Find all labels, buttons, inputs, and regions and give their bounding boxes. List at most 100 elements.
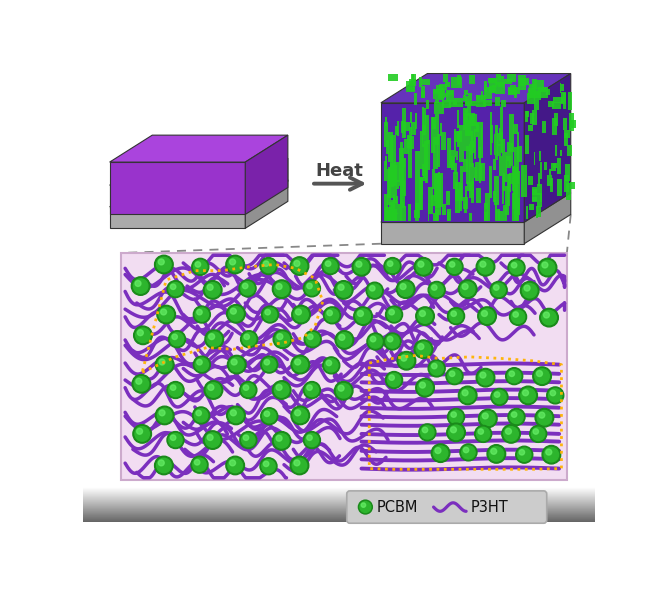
Polygon shape — [407, 80, 415, 92]
Polygon shape — [464, 203, 467, 212]
Circle shape — [477, 427, 490, 440]
Circle shape — [170, 435, 176, 440]
Polygon shape — [422, 145, 426, 172]
Circle shape — [542, 445, 561, 464]
Polygon shape — [446, 90, 454, 101]
Polygon shape — [485, 193, 488, 209]
Circle shape — [170, 385, 176, 391]
Circle shape — [523, 283, 537, 298]
Circle shape — [306, 383, 319, 397]
Polygon shape — [550, 178, 553, 192]
Polygon shape — [422, 164, 427, 176]
Circle shape — [509, 371, 515, 376]
Polygon shape — [471, 181, 475, 203]
Polygon shape — [504, 79, 512, 84]
Polygon shape — [381, 103, 524, 222]
Circle shape — [447, 423, 465, 442]
Circle shape — [399, 282, 413, 296]
Circle shape — [449, 410, 463, 424]
Polygon shape — [436, 194, 438, 221]
Polygon shape — [443, 74, 447, 82]
Polygon shape — [426, 140, 430, 170]
Circle shape — [155, 406, 174, 425]
Polygon shape — [447, 91, 453, 95]
Polygon shape — [570, 182, 575, 189]
FancyBboxPatch shape — [346, 491, 546, 523]
Circle shape — [451, 427, 457, 433]
Circle shape — [306, 282, 319, 295]
Polygon shape — [463, 158, 467, 172]
Circle shape — [133, 279, 148, 293]
Circle shape — [541, 260, 555, 275]
Circle shape — [265, 310, 271, 315]
Polygon shape — [490, 128, 492, 155]
Circle shape — [512, 412, 517, 417]
Polygon shape — [531, 197, 537, 202]
Polygon shape — [447, 209, 451, 221]
FancyBboxPatch shape — [121, 253, 567, 480]
Polygon shape — [547, 175, 552, 185]
Circle shape — [167, 431, 184, 449]
Polygon shape — [530, 113, 535, 124]
Polygon shape — [518, 85, 527, 90]
Circle shape — [191, 456, 208, 473]
Circle shape — [521, 388, 535, 403]
Polygon shape — [469, 144, 473, 155]
Polygon shape — [548, 101, 554, 107]
Circle shape — [264, 359, 270, 365]
Polygon shape — [453, 100, 457, 104]
Polygon shape — [412, 74, 416, 83]
Polygon shape — [414, 93, 417, 105]
Circle shape — [195, 262, 201, 267]
Polygon shape — [496, 209, 500, 221]
Circle shape — [230, 410, 236, 416]
Polygon shape — [542, 121, 546, 133]
Circle shape — [170, 332, 183, 346]
Circle shape — [134, 377, 148, 391]
Polygon shape — [484, 85, 487, 91]
Circle shape — [273, 330, 292, 349]
Circle shape — [352, 257, 371, 276]
Circle shape — [491, 388, 508, 406]
Polygon shape — [423, 169, 424, 178]
Circle shape — [296, 309, 302, 315]
Polygon shape — [569, 113, 574, 131]
Polygon shape — [459, 125, 463, 162]
Polygon shape — [524, 74, 571, 222]
Circle shape — [462, 390, 468, 396]
Polygon shape — [496, 133, 501, 146]
Circle shape — [513, 312, 518, 317]
Circle shape — [448, 260, 461, 274]
Polygon shape — [381, 74, 571, 103]
Circle shape — [339, 334, 345, 340]
Polygon shape — [442, 100, 451, 109]
Circle shape — [133, 425, 152, 443]
Polygon shape — [393, 213, 396, 221]
Polygon shape — [490, 125, 493, 143]
Circle shape — [535, 369, 549, 383]
Circle shape — [304, 280, 320, 297]
Polygon shape — [460, 166, 463, 201]
Circle shape — [192, 259, 209, 275]
Polygon shape — [400, 142, 403, 178]
Polygon shape — [403, 158, 406, 196]
Circle shape — [275, 282, 289, 296]
Circle shape — [543, 312, 549, 318]
Circle shape — [277, 334, 283, 340]
Polygon shape — [500, 156, 502, 176]
Circle shape — [542, 262, 548, 268]
Circle shape — [308, 334, 313, 340]
Circle shape — [325, 261, 331, 266]
Polygon shape — [436, 113, 439, 145]
Polygon shape — [490, 86, 496, 92]
Polygon shape — [465, 98, 468, 106]
Circle shape — [512, 310, 525, 323]
Circle shape — [510, 261, 523, 274]
Circle shape — [273, 381, 291, 399]
Circle shape — [432, 364, 437, 369]
Circle shape — [459, 280, 477, 298]
Circle shape — [539, 412, 544, 418]
Polygon shape — [525, 110, 528, 122]
Circle shape — [542, 310, 556, 325]
Polygon shape — [528, 88, 538, 98]
